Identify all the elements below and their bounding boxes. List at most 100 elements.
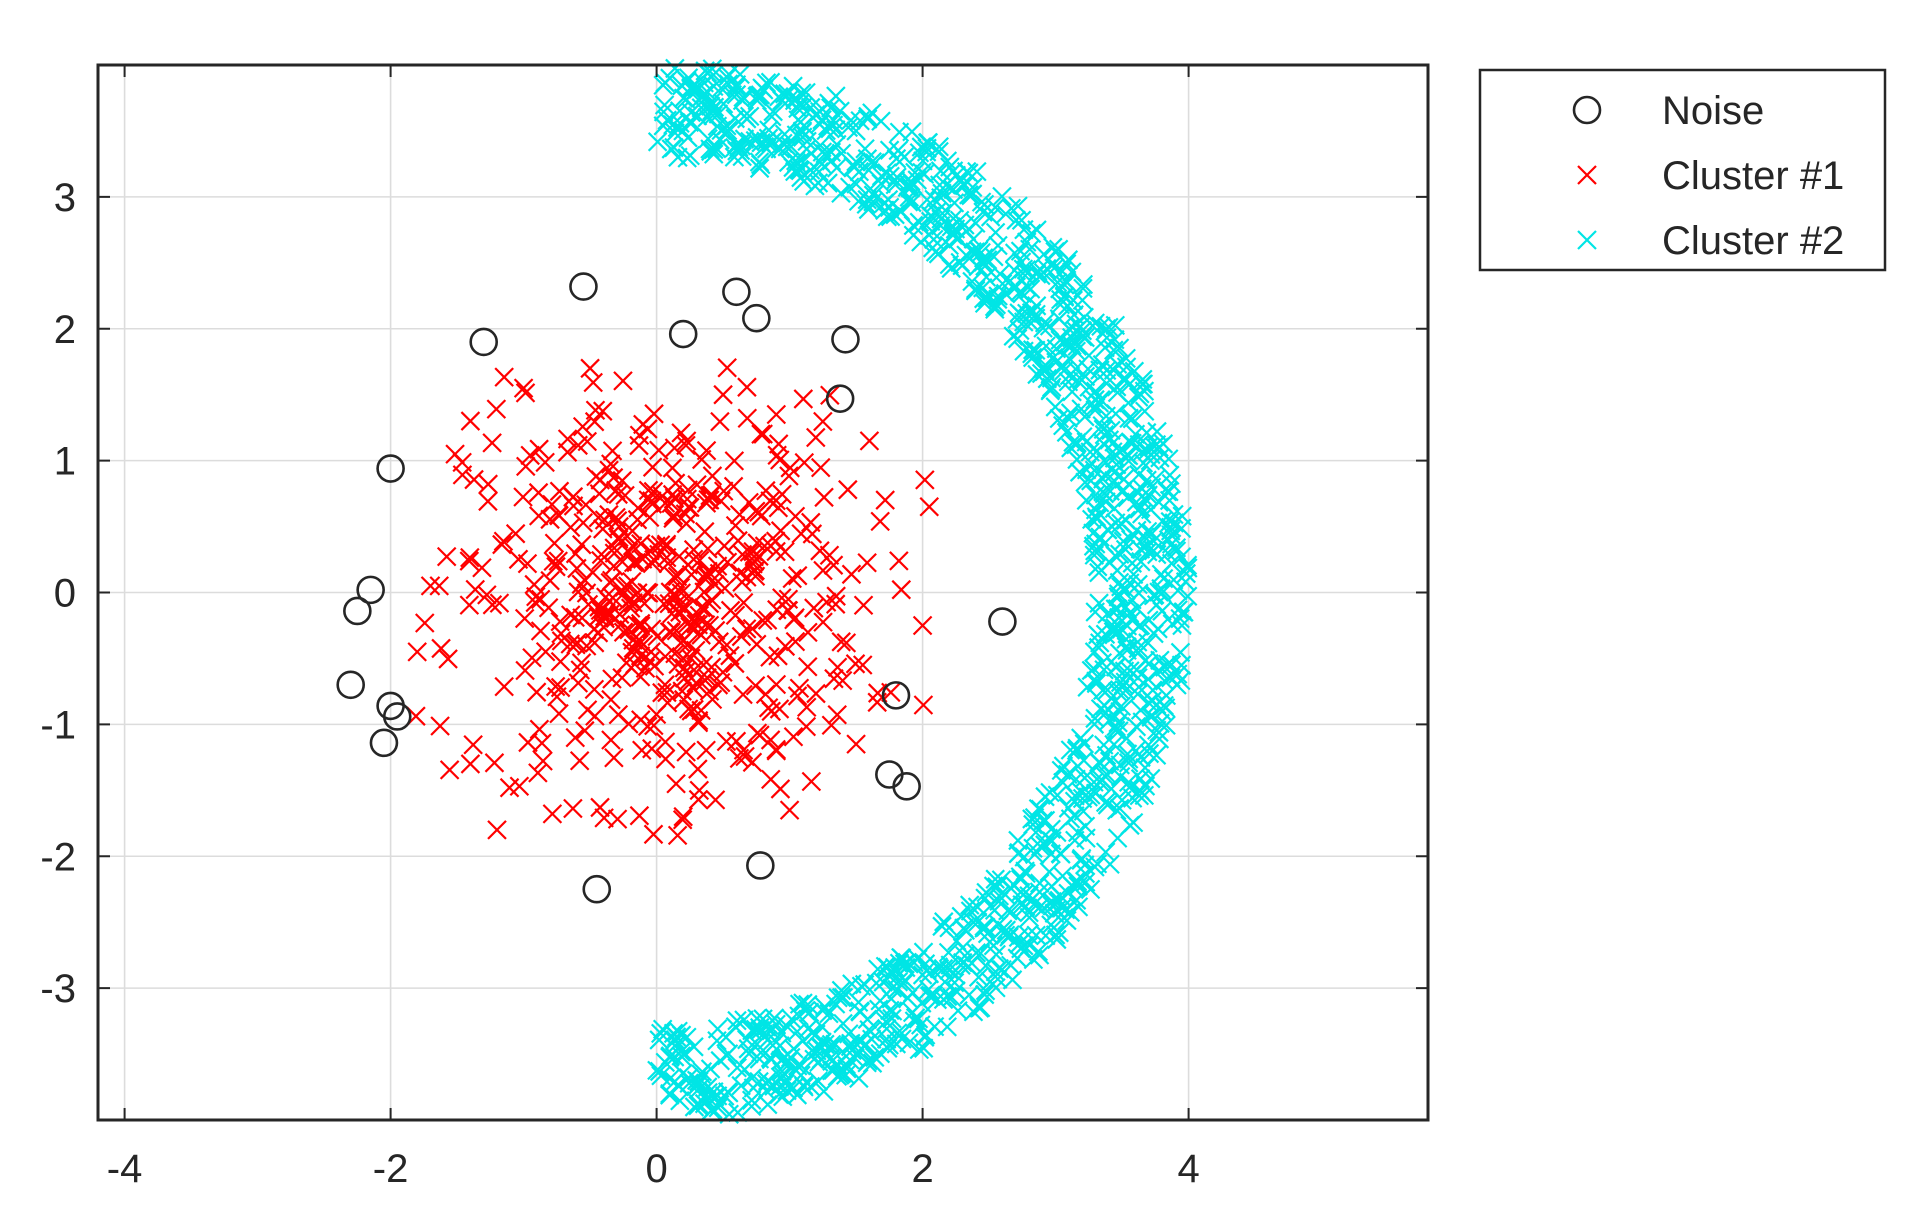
cluster-1-point: [515, 383, 536, 403]
cluster-2-point: [778, 152, 799, 173]
cluster-2-point: [1105, 692, 1125, 712]
cluster-2-point: [808, 1071, 829, 1091]
cluster-2-point: [1050, 885, 1070, 906]
cluster-2-point: [1071, 850, 1091, 870]
cluster-1-point: [560, 634, 581, 654]
cluster-1-point: [517, 553, 538, 574]
cluster-2-point: [902, 1002, 923, 1023]
cluster-2-point: [1043, 237, 1063, 258]
cluster-2-point: [1096, 492, 1116, 512]
cluster-2-point: [788, 110, 808, 130]
cluster-1-point: [678, 480, 698, 500]
cluster-2-point: [1089, 562, 1109, 583]
cluster-2-point: [880, 966, 900, 987]
cluster-2-point: [928, 244, 949, 264]
cluster-1-point: [806, 683, 826, 704]
cluster-2-point: [760, 1047, 781, 1068]
cluster-1-point: [691, 449, 712, 470]
cluster-2-point: [929, 136, 949, 157]
cluster-1-point: [642, 457, 663, 477]
cluster-2-point: [682, 112, 702, 133]
cluster-1-point: [621, 589, 641, 609]
cluster-2-point: [818, 116, 838, 136]
cluster-1-point: [678, 555, 698, 575]
cluster-1-point: [694, 582, 714, 602]
cluster-2-point: [880, 166, 900, 187]
cluster-2-point: [831, 1063, 852, 1084]
cluster-2-point: [955, 215, 975, 235]
cluster-2-point: [884, 957, 905, 978]
cluster-1-point: [767, 599, 787, 620]
cluster-1-point: [701, 657, 722, 677]
cluster-2-point: [1109, 572, 1130, 593]
cluster-1-point: [494, 676, 514, 697]
cluster-1-point: [707, 556, 728, 576]
cluster-2-point: [766, 1014, 786, 1035]
cluster-1-point: [678, 634, 698, 655]
cluster-2-point: [707, 1030, 727, 1051]
cluster-1-point: [641, 619, 662, 639]
cluster-2-point: [757, 1071, 778, 1091]
cluster-1-point: [630, 667, 651, 687]
cluster-1-point: [784, 609, 804, 630]
cluster-1-point: [542, 494, 562, 515]
cluster-1-point: [744, 551, 765, 572]
cluster-1-point: [569, 750, 590, 771]
cluster-2-point: [1097, 680, 1118, 700]
cluster-2-point: [810, 135, 831, 156]
cluster-1-point: [794, 452, 815, 473]
cluster-1-point: [577, 431, 598, 452]
cluster-1-point: [813, 612, 833, 632]
cluster-2-point: [876, 1018, 897, 1039]
cluster-2-point: [961, 185, 981, 206]
cluster-1-point: [505, 523, 526, 544]
cluster-1-point: [484, 753, 505, 773]
cluster-2-point: [1093, 434, 1114, 454]
cluster-2-point: [778, 1051, 799, 1071]
cluster-1-point: [588, 623, 609, 643]
cluster-1-point: [646, 704, 667, 725]
cluster-2-point: [823, 115, 844, 135]
cluster-1-point: [459, 595, 480, 615]
cluster-2-point: [727, 1102, 748, 1123]
cluster-2-point: [1017, 303, 1037, 324]
cluster-1-point: [676, 435, 696, 456]
cluster-2-point: [670, 1090, 690, 1111]
cluster-1-point: [659, 593, 679, 614]
noise-point: [343, 596, 372, 626]
cluster-1-point: [713, 384, 733, 405]
cluster-1-point: [633, 414, 653, 435]
cluster-1-point: [717, 635, 737, 655]
cluster-2-point: [985, 197, 1006, 218]
cluster-2-point: [1085, 541, 1105, 561]
cluster-1-point: [478, 491, 498, 512]
cluster-2-point: [1149, 492, 1169, 512]
cluster-1-point: [705, 620, 726, 641]
cluster-2-point: [749, 152, 770, 172]
x-tick-label: 4: [1177, 1147, 1199, 1191]
noise-point: [336, 670, 366, 700]
cluster-2-point: [1018, 925, 1038, 945]
cluster-2-point: [1104, 734, 1124, 755]
cluster-2-point: [1154, 671, 1175, 691]
cluster-2-point: [820, 1048, 841, 1068]
cluster-2-point: [962, 177, 983, 198]
cluster-1-point: [652, 682, 672, 703]
cluster-1-point: [750, 725, 770, 745]
cluster-2-point: [653, 116, 674, 136]
cluster-2-point: [1067, 822, 1088, 843]
cluster-1-point: [813, 411, 833, 432]
cluster-1-point: [599, 504, 619, 525]
noise-point: [582, 874, 612, 904]
cluster-2-point: [1109, 798, 1130, 819]
cluster-1-point: [606, 480, 626, 501]
cluster-2-point: [1033, 318, 1053, 338]
y-tick-label: 1: [54, 440, 76, 484]
cluster-1-point: [688, 712, 709, 733]
cluster-1-point: [810, 457, 831, 478]
cluster-2-point: [1104, 340, 1124, 360]
cluster-2-point: [815, 1034, 835, 1055]
cluster-1-point: [557, 442, 578, 462]
cluster-1-point: [642, 494, 663, 514]
